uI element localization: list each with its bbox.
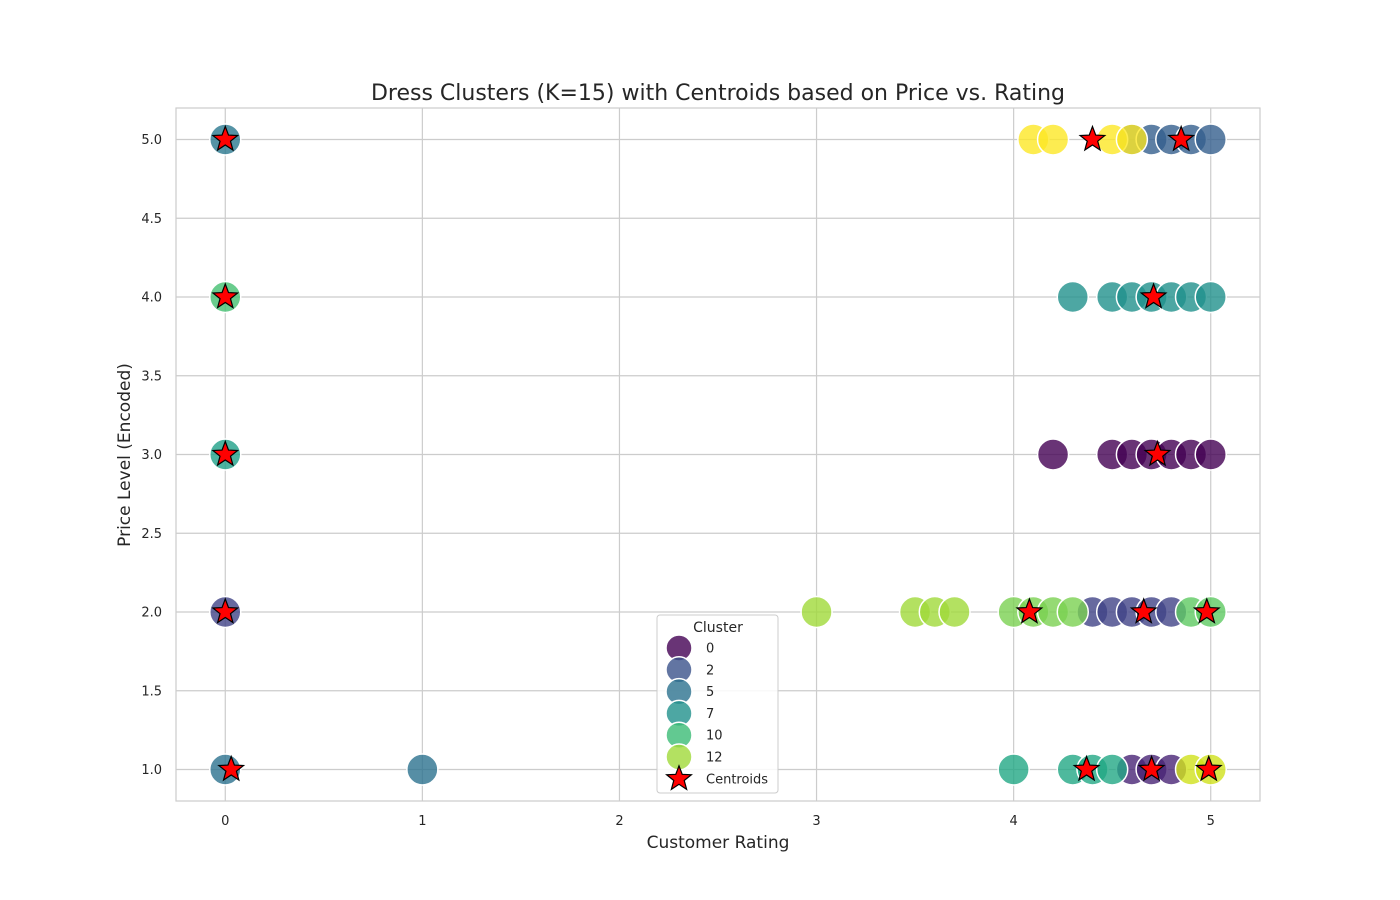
legend-label: 10 (706, 729, 723, 744)
data-point-cluster-3 (1194, 123, 1227, 156)
data-points (209, 123, 1227, 786)
x-tick-label: 1 (418, 814, 426, 829)
x-tick-label: 2 (615, 814, 623, 829)
y-tick-label: 4.5 (141, 212, 162, 227)
data-point-cluster-14 (1115, 123, 1149, 156)
centroid-star-marker (1129, 597, 1158, 624)
legend: Cluster 0 2 5 7 10 12 Centroids (656, 614, 779, 794)
centroid-star-marker (1137, 754, 1166, 782)
data-point-cluster-12 (938, 595, 971, 629)
centroid-markers (211, 124, 1223, 782)
centroid-star-marker (217, 754, 246, 782)
data-point-cluster-6 (1056, 280, 1090, 314)
y-tick-label: 2.5 (141, 527, 162, 542)
legend-label: Centroids (706, 772, 768, 787)
centroid-star-marker (211, 282, 240, 309)
centroid-star-marker (1078, 124, 1107, 152)
x-tick-label: 3 (812, 814, 820, 829)
legend-label: 2 (706, 663, 714, 678)
data-point-cluster-6 (1194, 280, 1227, 314)
y-tick-label: 2.0 (141, 606, 162, 621)
tick-labels: 0 1 2 3 4 51.01.52.02.53.03.54.04.55.0 (141, 133, 1215, 829)
y-axis-label: Price Level (Encoded) (115, 363, 135, 547)
centroid-star-marker (211, 439, 240, 467)
legend-label: 12 (706, 751, 723, 766)
chart-title: Dress Clusters (K=15) with Centroids bas… (371, 81, 1065, 106)
centroid-star-marker (1192, 597, 1221, 624)
y-tick-label: 3.5 (141, 369, 162, 384)
centroid-star-marker (211, 124, 240, 152)
data-point-cluster-8 (997, 753, 1030, 786)
data-point-cluster-0 (1194, 438, 1227, 471)
centroid-star-marker (1194, 754, 1223, 782)
centroid-star-marker (1072, 754, 1101, 782)
x-tick-label: 5 (1207, 814, 1215, 829)
legend-label: 7 (706, 707, 714, 722)
centroid-star-marker (1139, 282, 1168, 309)
legend-entries: 0 2 5 7 10 12 Centroids (665, 634, 768, 791)
x-axis-label: Customer Rating (647, 833, 790, 853)
data-point-cluster-8 (1095, 753, 1129, 786)
data-point-cluster-5 (406, 753, 439, 786)
x-tick-label: 0 (221, 814, 229, 829)
centroid-star-marker (1143, 439, 1172, 467)
y-tick-label: 1.0 (141, 763, 162, 778)
legend-marker-centroids (665, 764, 693, 791)
y-tick-label: 3.0 (141, 448, 162, 463)
legend-title: Cluster (693, 620, 743, 636)
data-point-cluster-11 (1056, 595, 1090, 629)
data-point-cluster-12 (800, 595, 833, 629)
centroid-star-marker (211, 597, 240, 624)
y-tick-label: 4.0 (141, 291, 162, 306)
legend-label: 5 (706, 685, 714, 700)
y-tick-label: 1.5 (141, 684, 162, 699)
centroid-star-marker (1015, 597, 1044, 624)
centroid-star-marker (1167, 124, 1196, 152)
data-point-cluster-0 (1036, 438, 1070, 471)
x-tick-label: 4 (1009, 814, 1017, 829)
data-point-cluster-14 (1036, 123, 1070, 156)
legend-label: 0 (706, 642, 714, 657)
y-tick-label: 5.0 (141, 133, 162, 148)
